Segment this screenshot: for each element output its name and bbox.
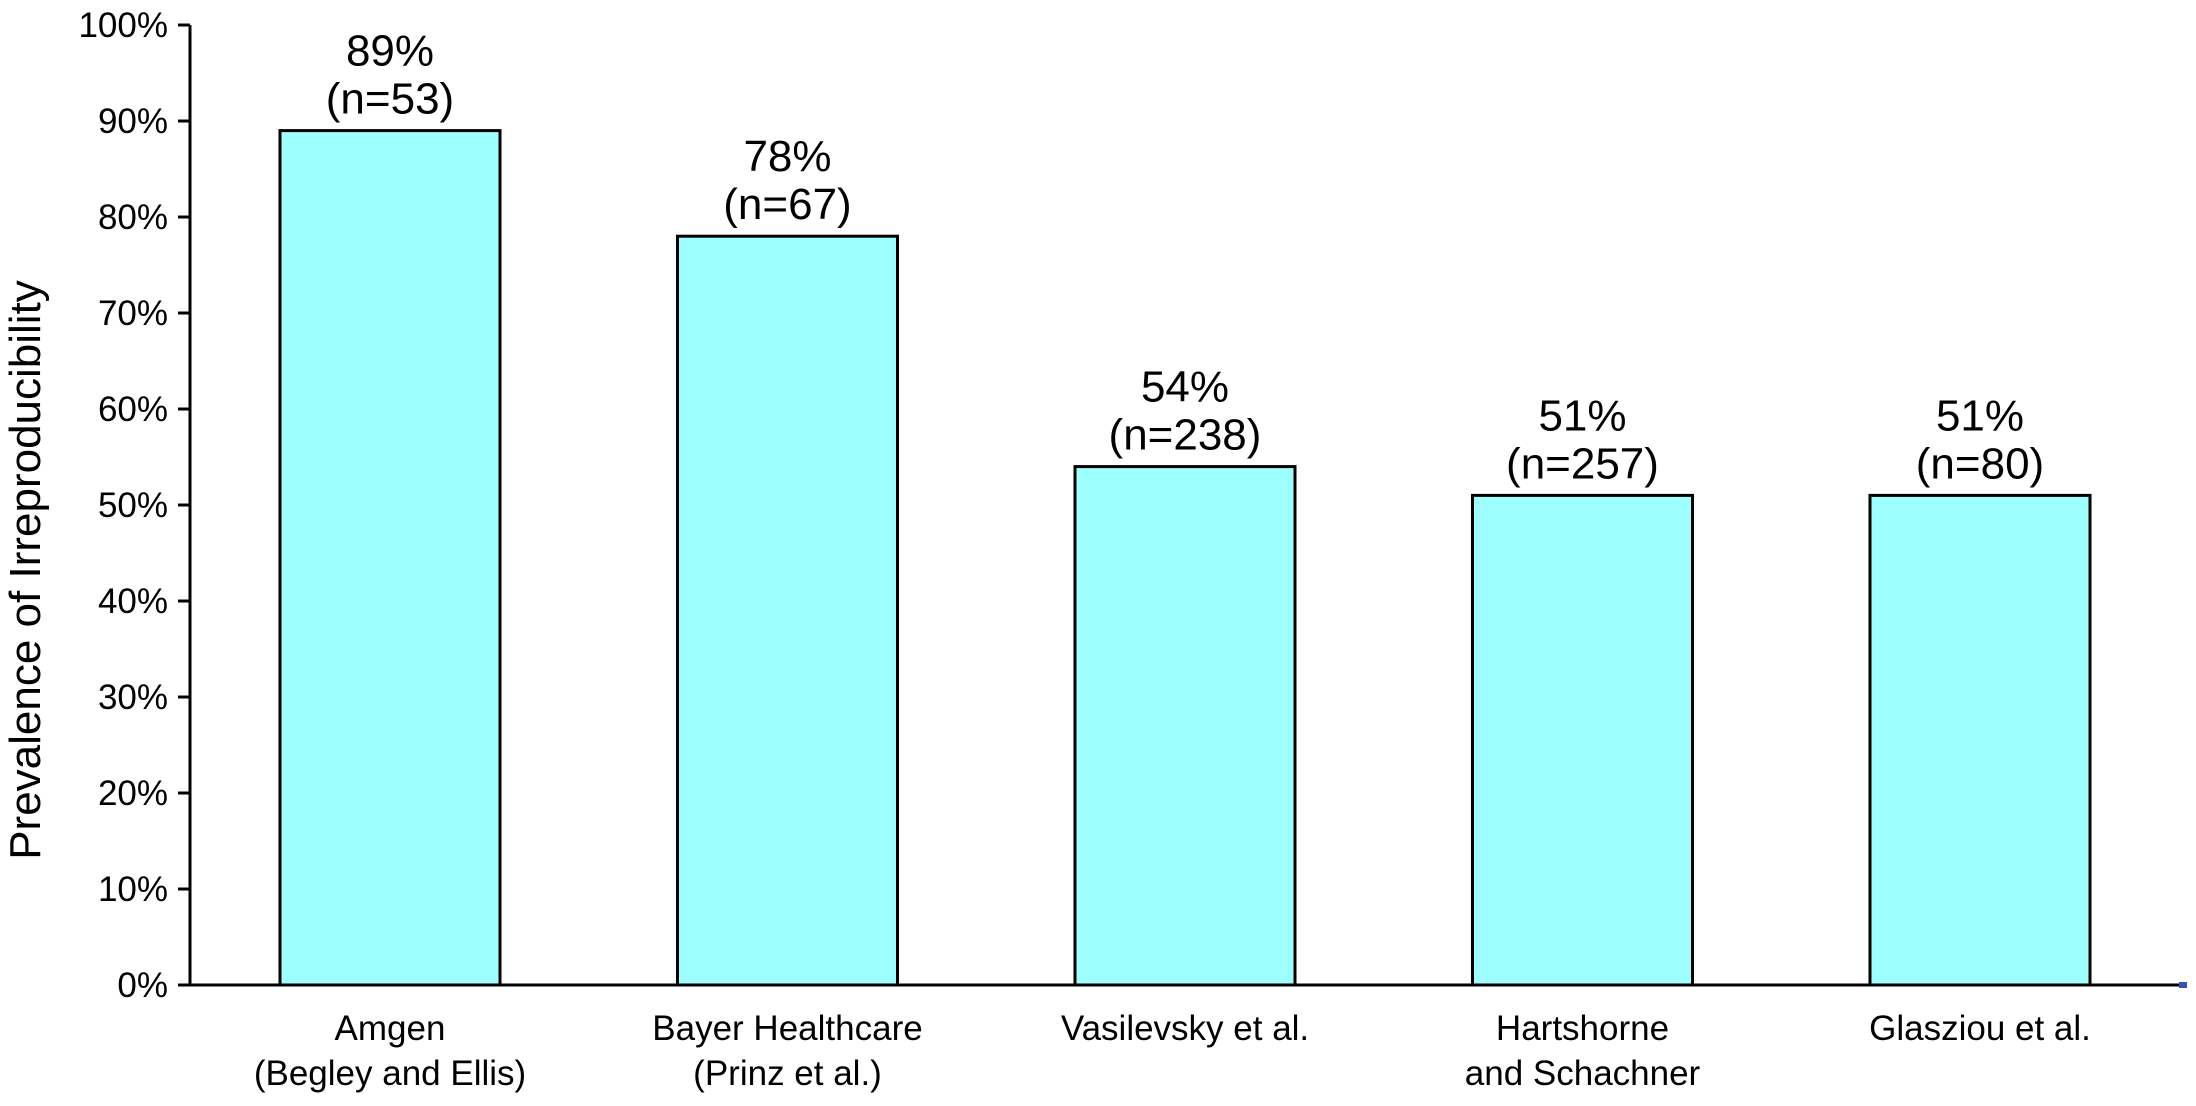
y-tick-label: 80% [98,198,168,237]
bar-value-label: 51% [1936,391,2024,440]
bar-n-label: (n=53) [326,75,454,124]
y-tick-label: 100% [78,6,168,45]
bar-n-label: (n=80) [1916,439,2044,488]
x-category-label: Amgen [335,1009,446,1048]
bar [1868,493,2092,987]
bar-value-label: 54% [1141,363,1229,412]
x-category-label: Bayer Healthcare [652,1009,922,1048]
y-tick-label: 70% [98,294,168,333]
bar [1471,493,1694,987]
y-tick-label: 60% [98,390,168,429]
x-category-label: Glasziou et al. [1869,1009,2091,1048]
y-tick-label: 20% [98,774,168,813]
y-tick-label: 50% [98,486,168,525]
category-labels: Amgen (Begley and Ellis) Bayer Healthcare (… [254,1009,2091,1093]
x-category-label: Hartshorne [1496,1009,1669,1048]
y-tick-label: 30% [98,678,168,717]
x-category-label: Vasilevsky et al. [1061,1009,1309,1048]
bar-value-label: 89% [346,27,434,76]
bar-value-label: 51% [1538,391,1626,440]
y-axis-ticks: 0% 10% 20% 30% 40% 50% 60% 70% 80% 90% 100% [78,6,190,1005]
y-tick-label: 0% [117,966,168,1005]
bars [278,129,2092,987]
bar-n-label: (n=238) [1109,411,1262,460]
axis-end-mark [2179,982,2187,988]
y-axis-title: Prevalence of Irreproducibility [1,280,50,860]
value-labels: 89%(n=53)78%(n=67)54%(n=238) 51%(n=257)51… [326,27,2044,489]
x-category-label: (Begley and Ellis) [254,1054,526,1093]
bar [1073,465,1297,987]
bar [676,234,899,987]
y-tick-label: 10% [98,870,168,909]
y-tick-label: 40% [98,582,168,621]
bar-n-label: (n=67) [723,180,851,229]
y-tick-label: 90% [98,102,168,141]
x-category-label: and Schachner [1465,1054,1701,1093]
bar-value-label: 78% [743,132,831,181]
bar-n-label: (n=257) [1506,439,1659,488]
x-category-label: (Prinz et al.) [693,1054,882,1093]
bar [278,129,502,987]
